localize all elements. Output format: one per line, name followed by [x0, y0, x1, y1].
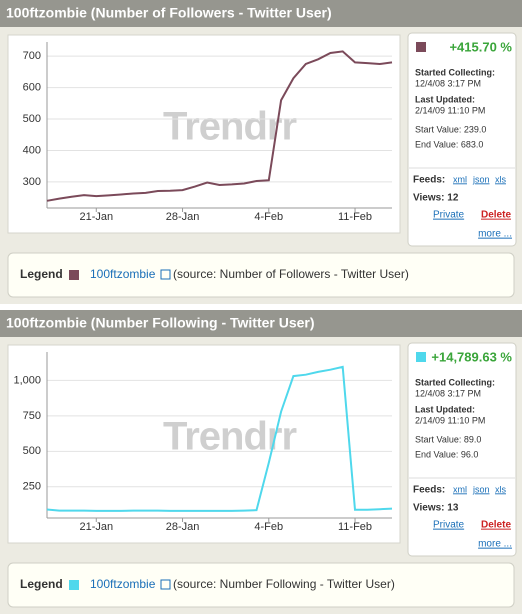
delete-link[interactable]: Delete — [481, 520, 511, 531]
y-tick-label: 500 — [23, 445, 41, 457]
x-tick-label: 11-Feb — [338, 521, 372, 533]
x-tick-label: 28-Jan — [166, 521, 200, 533]
start-value: Start Value: 239.0 — [415, 124, 486, 134]
external-icon — [160, 269, 171, 280]
panel-header — [0, 0, 522, 27]
legend-box — [7, 252, 515, 298]
updated: 2/14/09 11:10 PM — [415, 105, 485, 115]
views: Views: 12 — [413, 193, 459, 204]
y-tick-label: 750 — [23, 410, 41, 422]
started: 12/4/08 3:17 PM — [415, 388, 481, 398]
y-tick-label: 500 — [23, 113, 41, 125]
data-line — [46, 365, 393, 512]
y-tick-label: 600 — [23, 81, 41, 93]
legend-source: (source: Number of Followers - Twitter U… — [173, 267, 409, 281]
started: 12/4/08 3:17 PM — [415, 78, 481, 88]
panel-title: 100ftzombie (Number of Followers - Twitt… — [6, 5, 332, 21]
panel-header — [0, 310, 522, 337]
start-value: Start Value: 89.0 — [415, 434, 481, 444]
y-tick-label: 1,000 — [13, 374, 41, 386]
legend-entry[interactable]: 100ftzombie — [90, 267, 156, 281]
watermark: Trendrr — [163, 415, 296, 459]
updated-label: Last Updated: — [415, 94, 475, 104]
legend-box — [7, 562, 515, 608]
legend-label: Legend — [20, 267, 63, 281]
more-link[interactable]: more ... — [478, 539, 512, 550]
change-percent: +415.70 % — [449, 39, 512, 54]
y-tick-label: 250 — [23, 481, 41, 493]
legend-swatch — [69, 270, 79, 280]
feed-link[interactable]: json — [472, 174, 490, 184]
change-percent: +14,789.63 % — [431, 349, 512, 364]
legend-label: Legend — [20, 577, 63, 591]
legend-entry[interactable]: 100ftzombie — [90, 577, 156, 591]
legend-source: (source: Number Following - Twitter User… — [173, 577, 395, 591]
info-box — [407, 32, 517, 247]
legend-swatch — [69, 580, 79, 590]
started-label: Started Collecting: — [415, 67, 495, 77]
updated-label: Last Updated: — [415, 404, 475, 414]
feeds-label: Feeds: — [413, 175, 445, 186]
feed-link[interactable]: json — [472, 484, 490, 494]
external-icon — [160, 579, 171, 590]
more-link[interactable]: more ... — [478, 229, 512, 240]
y-tick-label: 300 — [23, 176, 41, 188]
x-tick-label: 21-Jan — [79, 211, 113, 223]
feed-link[interactable]: xls — [495, 174, 506, 184]
y-tick-label: 400 — [23, 144, 41, 156]
x-tick-label: 11-Feb — [338, 211, 372, 223]
color-swatch — [416, 352, 426, 362]
private-link[interactable]: Private — [433, 210, 465, 221]
delete-link[interactable]: Delete — [481, 210, 511, 221]
feed-link[interactable]: xls — [495, 484, 506, 494]
views: Views: 13 — [413, 503, 459, 514]
feed-link[interactable]: xml — [453, 484, 467, 494]
info-box — [407, 342, 517, 557]
private-link[interactable]: Private — [433, 520, 465, 531]
x-tick-label: 21-Jan — [79, 521, 113, 533]
updated: 2/14/09 11:10 PM — [415, 415, 485, 425]
feeds-label: Feeds: — [413, 485, 445, 496]
x-tick-label: 4-Feb — [254, 211, 283, 223]
y-tick-label: 700 — [23, 50, 41, 62]
started-label: Started Collecting: — [415, 377, 495, 387]
chart-area — [7, 34, 401, 234]
color-swatch — [416, 42, 426, 52]
end-value: End Value: 96.0 — [415, 449, 478, 459]
x-tick-label: 28-Jan — [166, 211, 200, 223]
feed-link[interactable]: xml — [453, 174, 467, 184]
panel-title: 100ftzombie (Number Following - Twitter … — [6, 315, 315, 331]
x-tick-label: 4-Feb — [254, 521, 283, 533]
data-line — [46, 50, 393, 202]
end-value: End Value: 683.0 — [415, 139, 483, 149]
